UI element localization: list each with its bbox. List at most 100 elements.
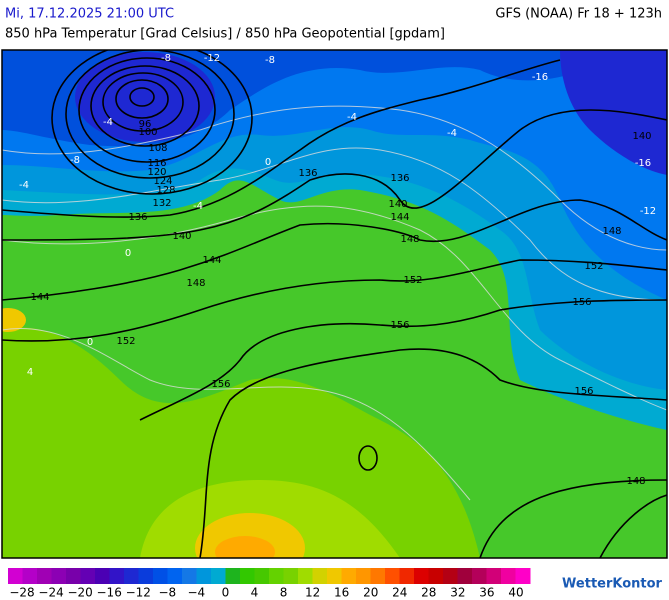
legend-label: 32 (450, 586, 465, 600)
contour-label: 136 (390, 173, 409, 184)
legend-swatch (414, 568, 429, 584)
legend-swatch (370, 568, 386, 584)
isotherm-label: -4 (103, 117, 113, 128)
legend-swatch (283, 568, 299, 584)
isotherm-label: -4 (347, 112, 357, 123)
isotherm-label: 0 (125, 248, 131, 259)
legend-label: −16 (97, 586, 122, 600)
contour-label: 152 (403, 275, 422, 286)
legend-swatch (399, 568, 415, 584)
temperature-labels: -12 -8 -8 -16 -4 -8 -4 -4 0 0 -4 -4 -12 -16 0 4 (19, 53, 656, 378)
legend-label: 24 (392, 586, 407, 600)
datetime: Mi, 17.12.2025 21:00 UTC (5, 7, 174, 22)
model: GFS (NOAA) Fr 18 + 123h (495, 7, 662, 22)
legend-label: 16 (334, 586, 349, 600)
warm-region (2, 327, 480, 558)
legend-swatch (138, 568, 154, 584)
contour-label: 124 (153, 176, 172, 187)
contour-label: 140 (388, 199, 407, 210)
contour-label: 156 (572, 297, 591, 308)
legend-swatch (327, 568, 342, 584)
map-frame (1, 49, 668, 559)
isotherm-label: -8 (161, 53, 171, 64)
isotherm-label: -4 (447, 128, 457, 139)
legend-swatch (37, 568, 52, 584)
legend-swatch (95, 568, 110, 584)
legend-label: 20 (363, 586, 378, 600)
legend-swatch (240, 568, 255, 584)
contour-label: 100 (138, 127, 157, 138)
legend-label: 28 (421, 586, 436, 600)
legend-swatch (167, 568, 183, 584)
contour-label: 108 (148, 143, 167, 154)
contour-label: 140 (632, 131, 651, 142)
isotherm-label: 0 (87, 337, 93, 348)
contour-label: 156 (574, 386, 593, 397)
contour-label: 144 (390, 212, 409, 223)
legend-swatch (109, 568, 125, 584)
legend-label: −12 (126, 586, 151, 600)
contour-label: 136 (298, 168, 317, 179)
cold-region (560, 50, 667, 175)
contour-label: 148 (400, 234, 419, 245)
legend-label: 8 (280, 586, 288, 600)
isotherm-label: -8 (265, 55, 275, 66)
legend-swatch (225, 568, 241, 584)
contour-label: 144 (30, 292, 49, 303)
isotherm-label: -16 (532, 72, 548, 83)
legend-label: 40 (508, 586, 523, 600)
legend-swatch (515, 568, 531, 584)
isotherm-label: 4 (27, 367, 33, 378)
legend-swatch (501, 568, 516, 584)
isotherm-label: -16 (635, 158, 651, 169)
legend-swatch (298, 568, 313, 584)
legend-swatch (153, 568, 168, 584)
contour-label: 152 (584, 261, 603, 272)
legend-swatch (312, 568, 328, 584)
contour-label: 120 (147, 167, 166, 178)
logo: WetterKontor (562, 577, 663, 592)
legend-swatch (182, 568, 197, 584)
legend-swatch (486, 568, 502, 584)
contour-label: 116 (147, 158, 166, 169)
isotherm-label: -4 (19, 180, 29, 191)
legend-label: 0 (222, 586, 230, 600)
isotherm-label: -12 (640, 206, 656, 217)
isotherm-label: -12 (204, 53, 220, 64)
legend-swatch (211, 568, 226, 584)
contour-label: 144 (202, 255, 221, 266)
color-legend: −28 −24 −20 −16 −12 −8 −4 0 4 8 12 16 20 24 28 32 36 40 (8, 568, 531, 600)
contour-label: 156 (211, 379, 230, 390)
contour-label: 156 (390, 320, 409, 331)
warm-region (2, 308, 26, 332)
contour-label: 140 (172, 231, 191, 242)
legend-swatch (457, 568, 473, 584)
contour-label: 148 (186, 278, 205, 289)
isotherm-label: 0 (265, 157, 271, 168)
legend-label: 4 (251, 586, 259, 600)
contour-label: 132 (152, 198, 171, 209)
isotherms (2, 105, 667, 501)
isotherm-label: -8 (70, 155, 80, 166)
legend-swatch (51, 568, 67, 584)
legend-label: −24 (38, 586, 63, 600)
legend-swatch (428, 568, 444, 584)
contour-label: 128 (156, 185, 175, 196)
contour-label: 148 (602, 226, 621, 237)
legend-label: 12 (305, 586, 320, 600)
legend-swatch (356, 568, 371, 584)
legend-label: −28 (9, 586, 34, 600)
legend-label: −20 (67, 586, 92, 600)
legend-swatch (443, 568, 458, 584)
contour-label: 152 (116, 336, 135, 347)
contour-label: 96 (139, 119, 152, 130)
geopotential-contours (2, 50, 667, 558)
legend-swatch (22, 568, 38, 584)
legend-swatch (341, 568, 357, 584)
legend-swatch (124, 568, 139, 584)
contour-label: 148 (626, 476, 645, 487)
legend-swatch (196, 568, 212, 584)
isotherm-label: -4 (193, 201, 203, 212)
